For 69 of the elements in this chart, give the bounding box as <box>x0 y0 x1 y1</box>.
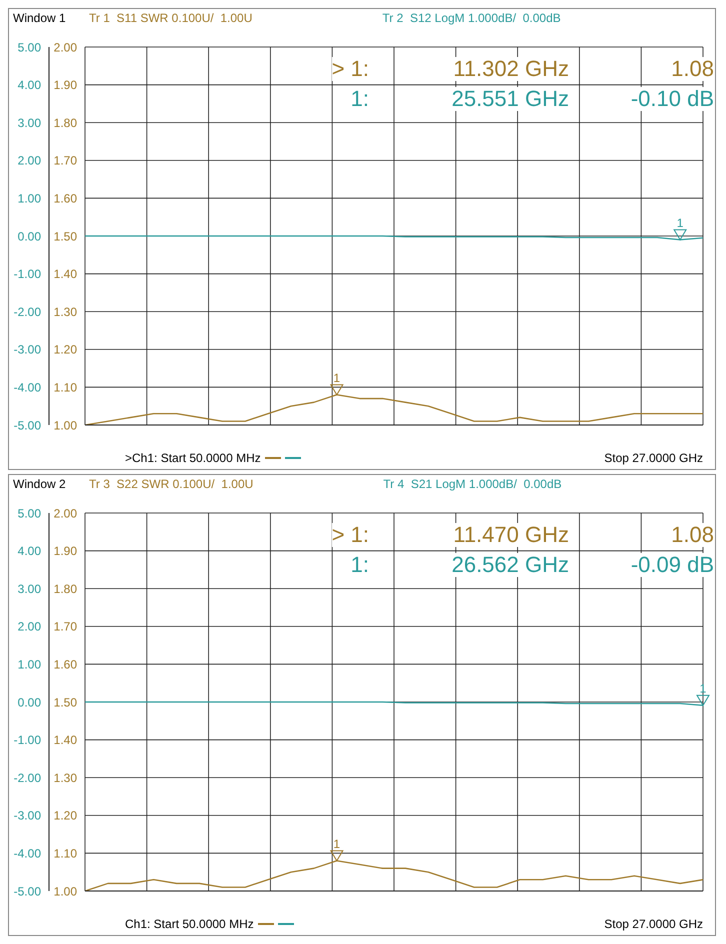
y-tick-label: 1.60 <box>54 191 78 206</box>
y2-tick-label: 4.00 <box>18 78 42 92</box>
y2-tick-label: -5.00 <box>14 884 42 898</box>
y2-tick-label: 3.00 <box>18 116 42 130</box>
text: Stop 27.0000 GHz <box>604 451 703 465</box>
y2-tick-label: -1.00 <box>14 267 42 282</box>
annotation: > 1: <box>332 522 369 547</box>
y-tick-label: 1.00 <box>54 418 78 432</box>
y2-tick-label: -4.00 <box>14 846 42 860</box>
text: Tr 3 S22 SWR 0.100U/ 1.00U <box>89 477 254 491</box>
y2-tick-label: -3.00 <box>14 342 42 357</box>
y2-tick-label: -4.00 <box>14 380 42 394</box>
y-tick-label: 1.90 <box>54 78 78 92</box>
annotation: 11.470 GHz <box>453 522 569 547</box>
annotation: 1: <box>350 86 369 111</box>
y-tick-label: 1.80 <box>54 116 78 130</box>
y2-tick-label: 4.00 <box>18 544 42 558</box>
y-tick-label: 1.20 <box>54 342 78 357</box>
y-tick-label: 1.70 <box>54 154 78 168</box>
text: Ch1: Start 50.0000 MHz <box>125 917 254 931</box>
y-tick-label: 1.10 <box>54 380 78 394</box>
chart-title: Window 2 <box>13 477 66 491</box>
annotation: > 1: <box>332 56 369 81</box>
y2-tick-label: 1.00 <box>18 191 42 206</box>
annotation: 1.08 <box>671 56 714 81</box>
annotation: 1 <box>333 836 340 851</box>
text: >Ch1: Start 50.0000 MHz <box>125 451 261 465</box>
y2-tick-label: 2.00 <box>18 620 42 634</box>
y-tick-label: 2.00 <box>54 506 78 520</box>
annotation: -0.10 dB <box>630 86 714 111</box>
y2-tick-label: 0.00 <box>18 695 42 710</box>
y-tick-label: 1.40 <box>54 267 78 282</box>
text: Tr 1 S11 SWR 0.100U/ 1.00U <box>89 11 252 25</box>
y-tick-label: 1.50 <box>54 229 78 244</box>
y-tick-label: 1.30 <box>54 770 78 785</box>
y2-tick-label: -1.00 <box>14 733 42 748</box>
y2-tick-label: 2.00 <box>18 154 42 168</box>
y-tick-label: 1.80 <box>54 582 78 596</box>
annotation: 25.551 GHz <box>452 86 569 111</box>
y2-tick-label: -3.00 <box>14 808 42 823</box>
y2-tick-label: -2.00 <box>14 770 42 785</box>
y2-tick-label: -2.00 <box>14 304 42 319</box>
y-tick-label: 1.20 <box>54 808 78 823</box>
annotation: 11.302 GHz <box>453 56 569 81</box>
y-tick-label: 1.40 <box>54 733 78 748</box>
y2-tick-label: 0.00 <box>18 229 42 244</box>
y-tick-label: 1.30 <box>54 304 78 319</box>
chart-title: Window 1 <box>13 11 66 25</box>
y2-tick-label: 1.00 <box>18 657 42 672</box>
y2-tick-label: 5.00 <box>18 40 42 54</box>
annotation: 1.08 <box>671 522 714 547</box>
annotation: -0.09 dB <box>630 552 714 577</box>
annotation: 1 <box>333 370 340 385</box>
annotation: 26.562 GHz <box>452 552 569 577</box>
y-tick-label: 1.90 <box>54 544 78 558</box>
y-tick-label: 1.70 <box>54 620 78 634</box>
y-tick-label: 1.10 <box>54 846 78 860</box>
y2-tick-label: 3.00 <box>18 582 42 596</box>
y2-tick-label: 5.00 <box>18 506 42 520</box>
text: Stop 27.0000 GHz <box>604 917 703 931</box>
text: Tr 2 S12 LogM 1.000dB/ 0.00dB <box>382 11 561 25</box>
annotation: 1: <box>350 552 369 577</box>
y2-tick-label: -5.00 <box>14 418 42 432</box>
y-tick-label: 2.00 <box>54 40 78 54</box>
text: Tr 4 S21 LogM 1.000dB/ 0.00dB <box>383 477 562 491</box>
y-tick-label: 1.50 <box>54 695 78 710</box>
y-tick-label: 1.60 <box>54 657 78 672</box>
annotation: 1 <box>676 216 684 230</box>
y-tick-label: 1.00 <box>54 884 78 898</box>
